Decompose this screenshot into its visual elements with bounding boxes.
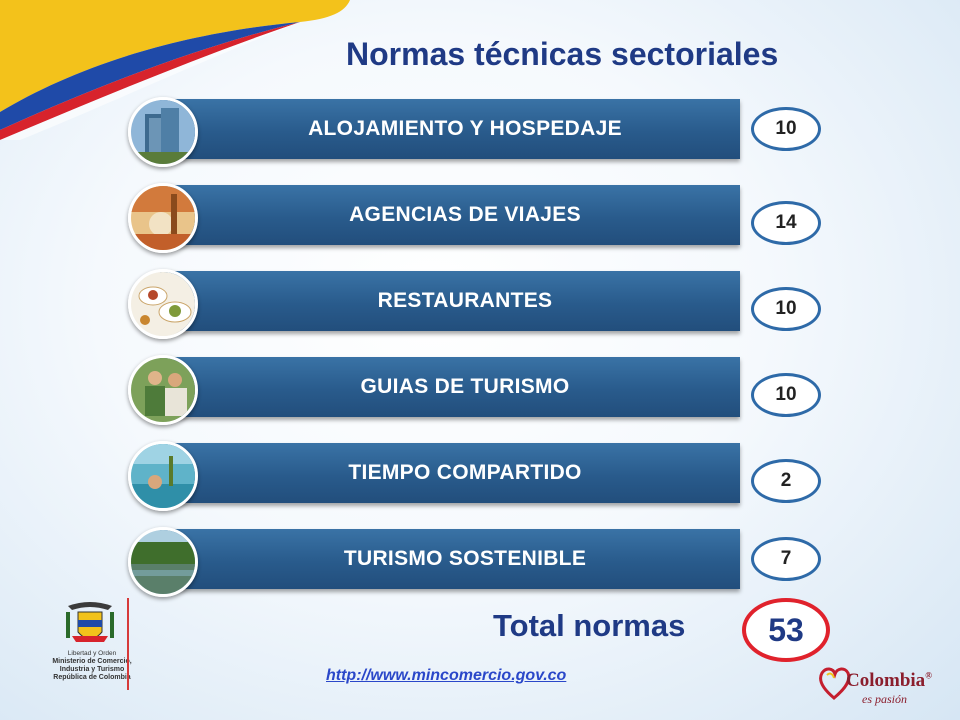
- sector-row: TIEMPO COMPARTIDO 2: [0, 441, 960, 511]
- sector-count-badge: 7: [751, 537, 821, 581]
- colombia-heart-logo-icon: [819, 667, 851, 700]
- sector-label: TURISMO SOSTENIBLE: [343, 547, 587, 570]
- ministry-line: Industria y Turismo: [59, 666, 125, 673]
- sector-row: ALOJAMIENTO Y HOSPEDAJE 10: [0, 97, 960, 167]
- sector-label: RESTAURANTES: [377, 289, 553, 312]
- total-label: Total normas: [493, 608, 686, 643]
- sector-bar: [160, 271, 740, 331]
- brand-name-text: Colombia: [846, 670, 926, 691]
- travel-photo-icon: [128, 183, 198, 253]
- sector-label: GUIAS DE TURISMO: [360, 375, 570, 398]
- ministry-text-block: Libertad y Orden Ministerio de Comercio,…: [44, 650, 140, 682]
- guide-photo-icon: [128, 355, 198, 425]
- registered-mark: ®: [925, 670, 932, 681]
- total-count-badge: 53: [742, 598, 830, 662]
- sector-count-badge: 10: [751, 287, 821, 331]
- page-title: Normas técnicas sectoriales: [346, 36, 779, 72]
- sector-label: AGENCIAS DE VIAJES: [349, 203, 581, 226]
- sector-bar: [160, 529, 740, 589]
- ministry-motto: Libertad y Orden: [67, 650, 117, 657]
- sector-bar: [160, 185, 740, 245]
- ministry-line: República de Colombia: [53, 674, 131, 681]
- ministry-website-link[interactable]: http://www.mincomercio.gov.co: [326, 667, 567, 684]
- food-photo-icon: [128, 269, 198, 339]
- sector-bar: [160, 357, 740, 417]
- nature-photo-icon: [128, 527, 198, 597]
- sector-row: TURISMO SOSTENIBLE 7: [0, 527, 960, 597]
- flag-swoosh-decoration: [0, 0, 350, 140]
- brand-name: Colombia®: [846, 670, 932, 692]
- sector-count-badge: 10: [751, 107, 821, 151]
- ministry-line: Ministerio de Comercio,: [52, 658, 132, 665]
- sector-count-badge: 2: [751, 459, 821, 503]
- timeshare-photo-icon: [128, 441, 198, 511]
- sector-count-badge: 14: [751, 201, 821, 245]
- sector-count-badge: 10: [751, 373, 821, 417]
- sector-label: TIEMPO COMPARTIDO: [348, 461, 582, 484]
- sector-label: ALOJAMIENTO Y HOSPEDAJE: [308, 117, 622, 140]
- sector-bar: [160, 99, 740, 159]
- hotel-photo-icon: [128, 97, 198, 167]
- divider: [127, 598, 129, 690]
- sector-bar: [160, 443, 740, 503]
- brand-tagline: es pasión: [862, 692, 907, 706]
- sector-row: RESTAURANTES 10: [0, 269, 960, 339]
- sector-row: GUIAS DE TURISMO 10: [0, 355, 960, 425]
- sector-row: AGENCIAS DE VIAJES 14: [0, 183, 960, 253]
- coat-of-arms-icon: [66, 602, 114, 642]
